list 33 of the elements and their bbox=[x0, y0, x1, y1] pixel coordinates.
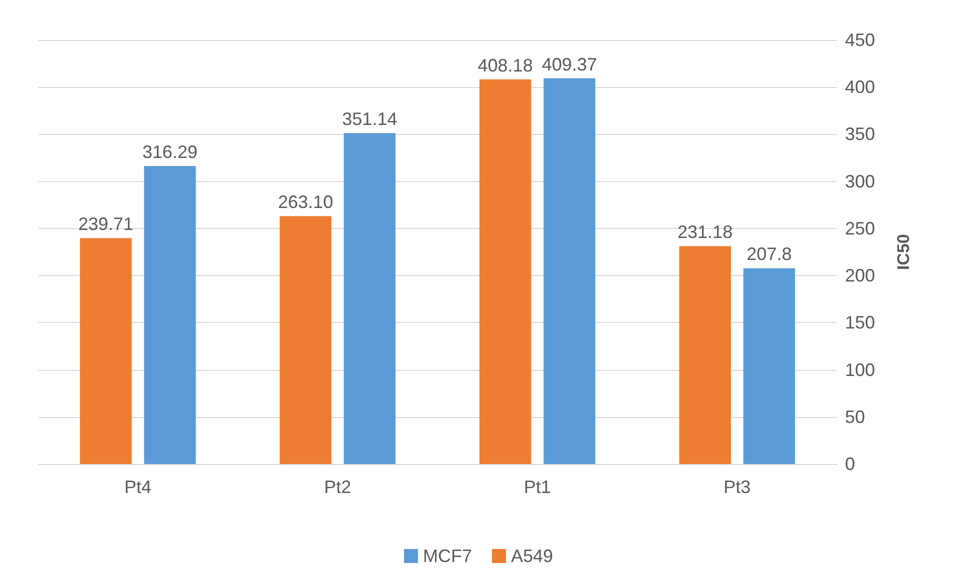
data-label: 351.14 bbox=[342, 109, 398, 130]
data-label: 316.29 bbox=[142, 142, 198, 162]
bar bbox=[679, 246, 731, 464]
data-label: 263.10 bbox=[278, 192, 334, 212]
y-tick-label: 450 bbox=[845, 30, 876, 50]
y-axis-title: IC50 bbox=[894, 234, 913, 270]
data-label: 239.71 bbox=[78, 214, 134, 234]
y-tick-label: 100 bbox=[845, 360, 876, 380]
bar bbox=[144, 166, 196, 464]
bar bbox=[479, 79, 532, 464]
x-tick-label: Pt1 bbox=[524, 477, 551, 497]
x-tick-label: Pt2 bbox=[324, 477, 352, 497]
y-tick-label: 150 bbox=[845, 312, 876, 333]
x-tick-label: Pt3 bbox=[724, 477, 751, 497]
data-label: 408.18 bbox=[478, 55, 533, 76]
legend-label: A549 bbox=[510, 546, 554, 566]
y-tick-label: 400 bbox=[845, 77, 876, 98]
bar bbox=[344, 133, 396, 464]
bar bbox=[743, 268, 796, 464]
y-tick-label: 300 bbox=[845, 171, 876, 192]
legend-label: MCF7 bbox=[422, 546, 472, 566]
bar bbox=[280, 216, 332, 464]
x-tick-label: Pt4 bbox=[124, 477, 152, 497]
y-tick-label: 350 bbox=[845, 124, 876, 144]
y-tick-label: 250 bbox=[845, 218, 876, 238]
data-label: 231.18 bbox=[678, 222, 733, 242]
y-tick-label: 200 bbox=[845, 266, 876, 286]
data-label: 207.8 bbox=[746, 244, 792, 264]
data-label: 409.37 bbox=[542, 54, 597, 74]
bar bbox=[80, 238, 132, 464]
bar bbox=[544, 78, 596, 464]
y-tick-label: 50 bbox=[845, 406, 866, 427]
y-tick-label: 0 bbox=[845, 454, 856, 474]
